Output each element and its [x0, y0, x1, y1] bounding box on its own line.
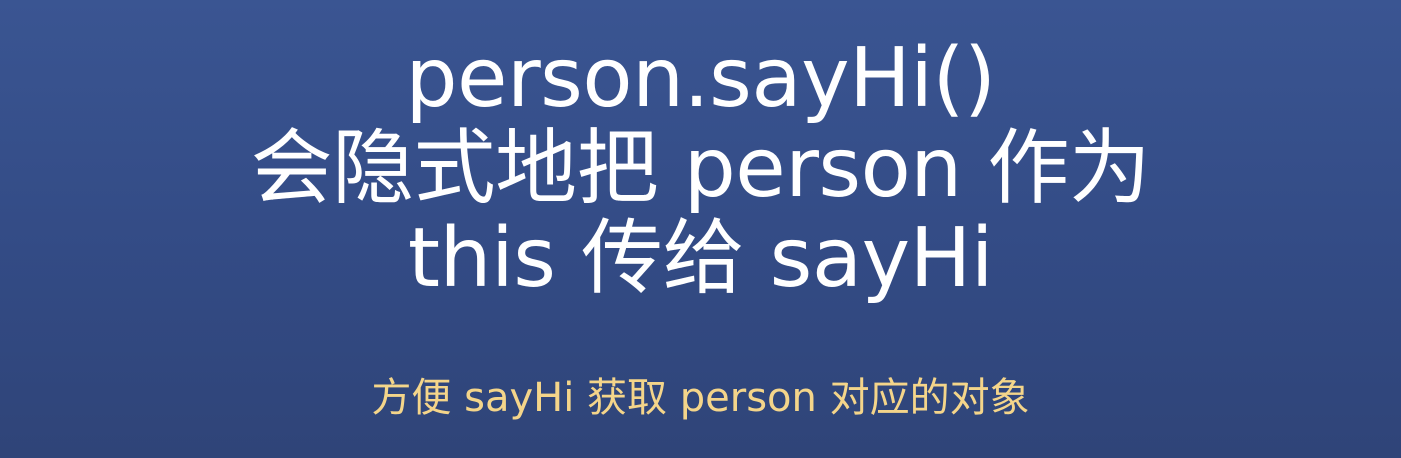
headline: person.sayHi() 会隐式地把 person 作为 this 传给 s… — [0, 34, 1401, 304]
headline-line-3: this 传给 sayHi — [407, 211, 994, 306]
headline-line-2: 会隐式地把 person 作为 — [250, 121, 1151, 216]
subtitle: 方便 sayHi 获取 person 对应的对象 — [371, 375, 1030, 421]
headline-line-1: person.sayHi() — [405, 31, 996, 126]
